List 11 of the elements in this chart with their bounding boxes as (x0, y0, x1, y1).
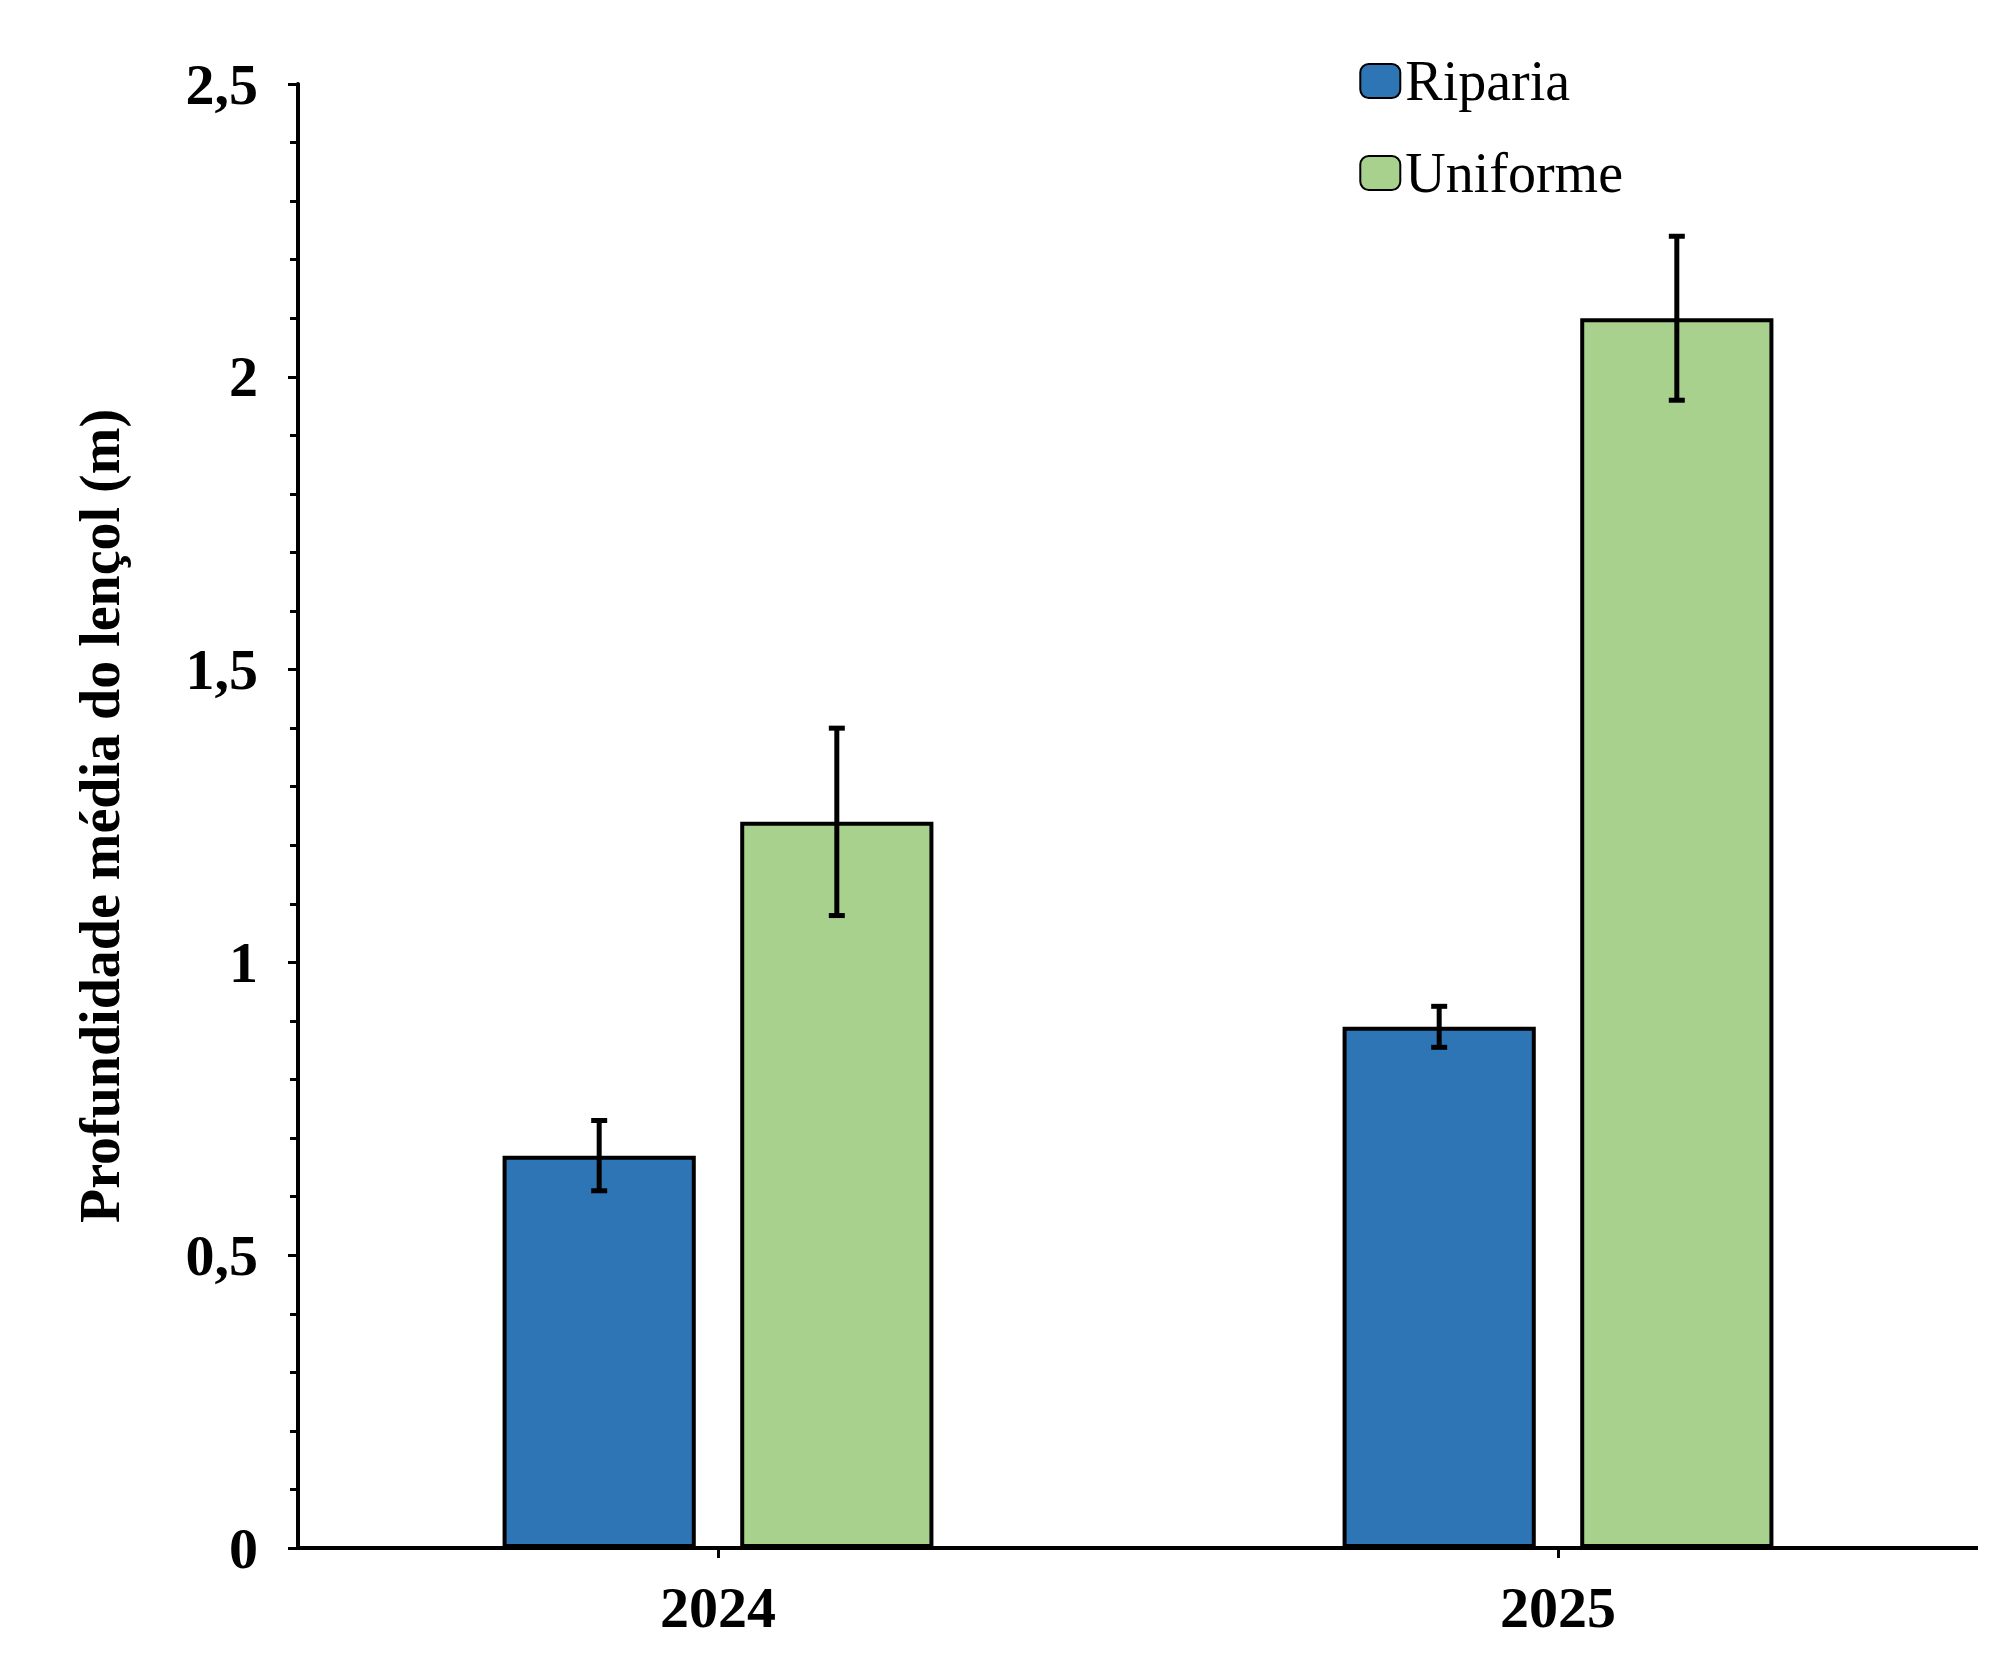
y-tick-label: 0,5 (185, 1222, 258, 1288)
y-tick-label: 1,5 (185, 637, 258, 703)
y-axis-title: Profundidade média do lençol (m) (69, 408, 132, 1224)
x-tick-label: 2024 (660, 1574, 776, 1640)
legend-label: Uniforme (1405, 142, 1624, 204)
y-tick-label: 1 (229, 929, 258, 995)
y-tick-label: 2,5 (185, 51, 258, 117)
y-tick-label: 2 (229, 344, 258, 410)
legend-label: Riparia (1405, 50, 1571, 112)
x-tick-label: 2025 (1500, 1574, 1616, 1640)
y-tick-label: 0 (229, 1515, 258, 1581)
